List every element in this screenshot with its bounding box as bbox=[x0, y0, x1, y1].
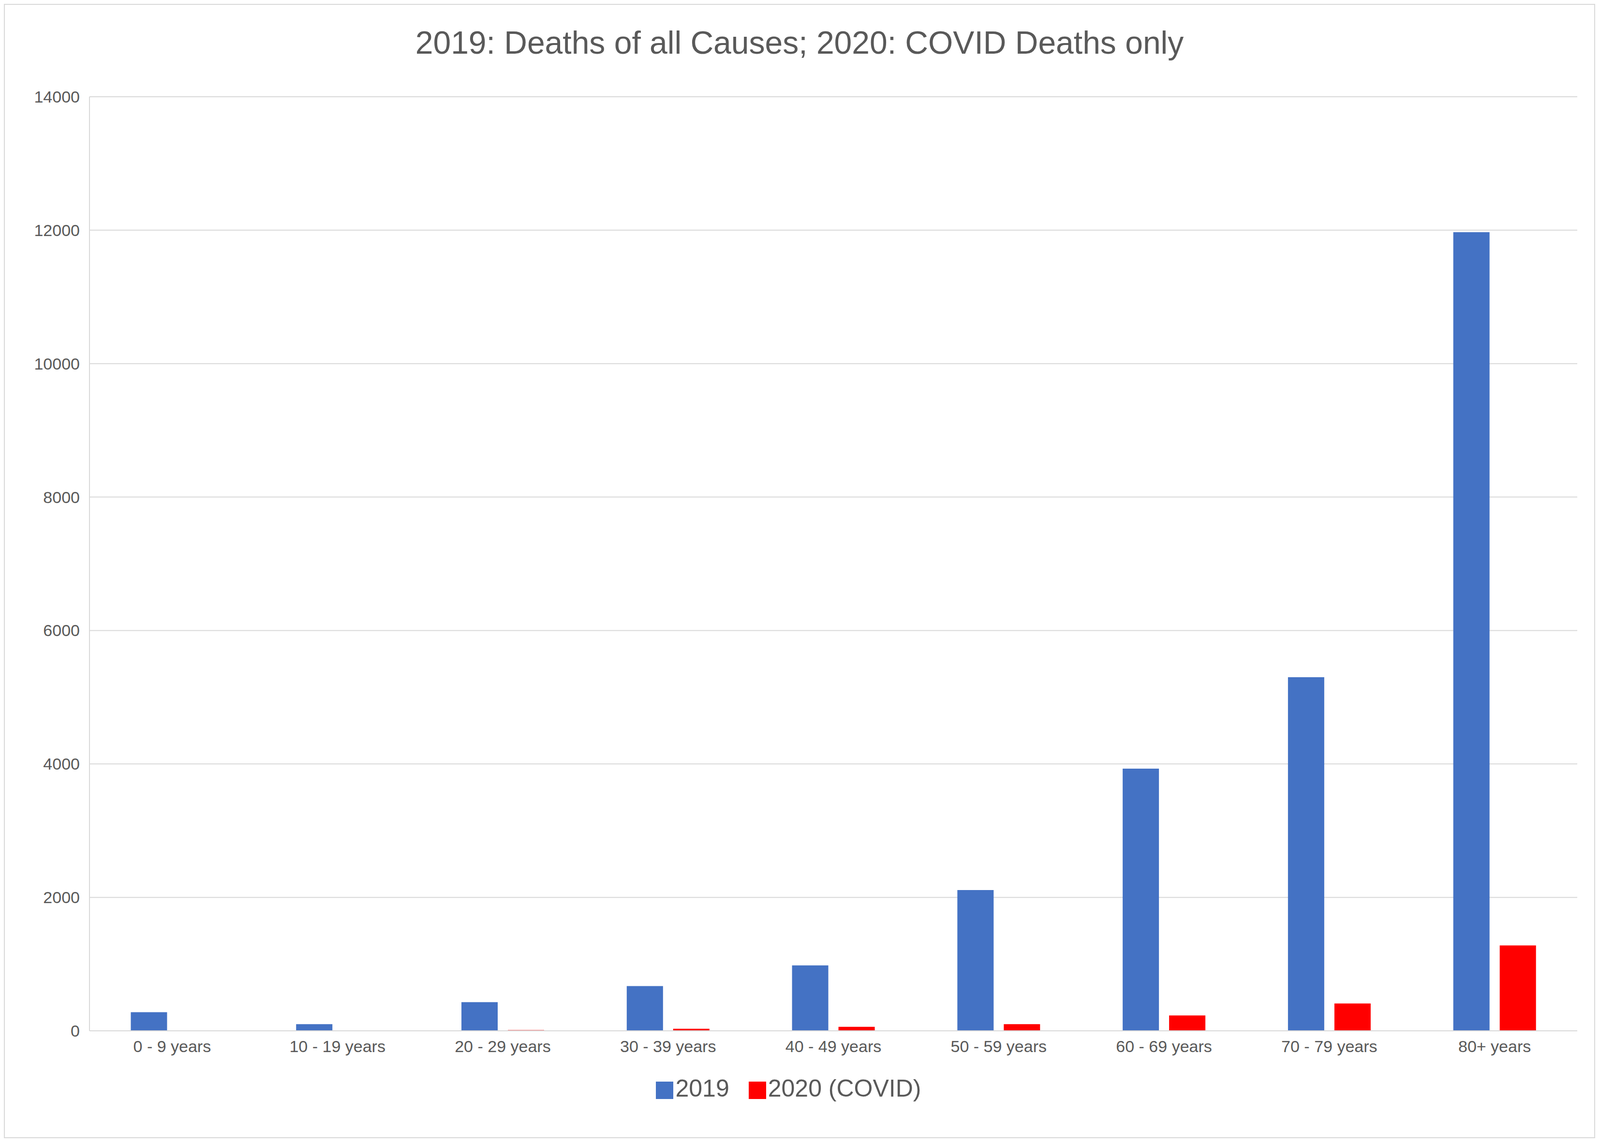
svg-text:6000: 6000 bbox=[43, 621, 80, 640]
svg-text:70 - 79 years: 70 - 79 years bbox=[1281, 1037, 1378, 1056]
svg-text:4000: 4000 bbox=[43, 754, 80, 773]
svg-text:10 - 19 years: 10 - 19 years bbox=[289, 1037, 386, 1056]
svg-text:20 - 29 years: 20 - 29 years bbox=[454, 1037, 551, 1056]
svg-text:60 - 69 years: 60 - 69 years bbox=[1115, 1037, 1212, 1056]
svg-text:40 - 49 years: 40 - 49 years bbox=[785, 1037, 882, 1056]
svg-text:10000: 10000 bbox=[33, 354, 80, 373]
html-text:2019: Deaths of all Causes; 20: 2019: Deaths of all Causes; 2020: COVID … bbox=[415, 24, 1184, 61]
svg-text:2000: 2000 bbox=[43, 888, 80, 907]
svg-text:30 - 39 years: 30 - 39 years bbox=[620, 1037, 716, 1056]
svg-text:50 - 59 years: 50 - 59 years bbox=[950, 1037, 1047, 1056]
svg-text:0 - 9 years: 0 - 9 years bbox=[133, 1037, 212, 1056]
html-text:2019: 2019 bbox=[675, 1074, 730, 1102]
html-text:2020 (COVID): 2020 (COVID) bbox=[767, 1074, 922, 1102]
svg-text:14000: 14000 bbox=[33, 87, 80, 106]
svg-text:0: 0 bbox=[70, 1021, 80, 1040]
svg-text:80+ years: 80+ years bbox=[1458, 1037, 1531, 1056]
svg-text:12000: 12000 bbox=[33, 221, 80, 240]
svg-text:8000: 8000 bbox=[43, 488, 80, 507]
